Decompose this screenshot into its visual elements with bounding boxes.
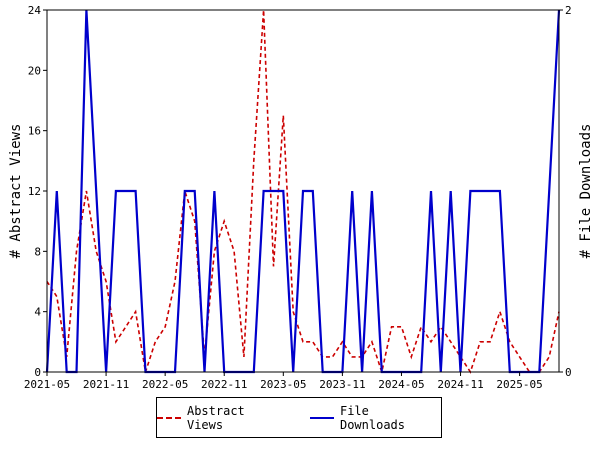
x-tick-label: 2023-11 [319,378,365,391]
x-tick-label: 2021-11 [83,378,129,391]
y-left-tick-label: 12 [28,185,41,198]
legend-label-abstract-views: Abstract Views [186,403,245,432]
y-axis-label-left: # Abstract Views [8,124,24,259]
legend-label-file-downloads: File Downloads [339,403,405,432]
legend-swatch-file-downloads [310,416,334,419]
legend: Abstract Views File Downloads [156,397,442,438]
y-axis-label-right: # File Downloads [578,124,594,259]
plot-series [45,9,561,376]
y-left-tick-label: 20 [28,64,41,77]
x-tick-label: 2022-11 [201,378,247,391]
series-line-abstract-views [46,9,560,376]
y-right-tick-label: 0 [565,366,572,379]
y-right-tick-label: 2 [565,4,572,17]
legend-swatch-abstract-views [157,416,181,419]
right-y-axis: 02 [559,4,572,379]
legend-item-abstract-views: Abstract Views [157,404,288,432]
x-tick-label: 2025-05 [496,378,542,391]
x-tick-label: 2022-05 [142,378,188,391]
x-tick-label: 2024-11 [437,378,483,391]
y-left-tick-label: 16 [28,125,41,138]
y-left-tick-label: 0 [34,366,41,379]
y-left-tick-label: 8 [34,245,41,258]
legend-item-file-downloads: File Downloads [310,404,441,432]
x-tick-label: 2024-05 [378,378,424,391]
left-y-axis: 0 4 8 12 16 20 24 [28,4,47,379]
x-axis: 2021-05 2021-11 2022-05 2022-11 2023-05 2023-… [24,372,543,391]
x-tick-label: 2021-05 [24,378,70,391]
y-left-tick-label: 4 [34,306,41,319]
series-line-file-downloads [45,9,561,374]
y-left-tick-label: 24 [28,4,42,17]
x-tick-label: 2023-05 [260,378,306,391]
